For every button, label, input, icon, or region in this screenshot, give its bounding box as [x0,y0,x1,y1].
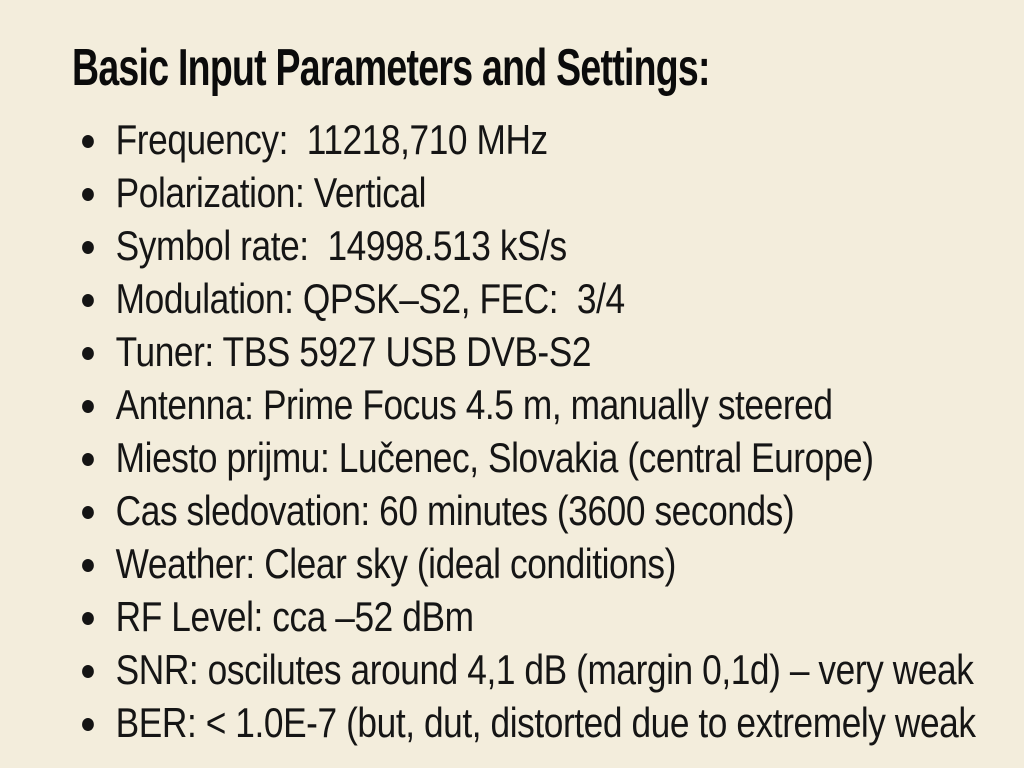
list-item: Frequency: 11218,710 MHz [72,114,872,167]
page-title: Basic Input Parameters and Settings: [72,39,711,97]
bullet-icon [82,665,94,678]
list-item: Weather: Clear sky (ideal conditions) [72,538,872,591]
bullet-icon [82,188,94,201]
list-item: Antenna: Prime Focus 4.5 m, manually ste… [72,379,872,432]
list-item-text: Antenna: Prime Focus 4.5 m, manually ste… [115,380,833,428]
bullet-icon [82,612,94,625]
bullet-list: Frequency: 11218,710 MHz Polarization: V… [72,114,1024,750]
list-item-text: BER: < 1.0E-7 (but, dut, distorted due t… [115,698,976,746]
bullet-icon [82,453,94,466]
list-item-text: SNR: oscilutes around 4,1 dB (margin 0,1… [115,645,974,693]
bullet-icon [82,559,94,572]
list-item-text: Cas sledovation: 60 minutes (3600 second… [115,486,795,534]
bullet-icon [82,294,94,307]
bullet-icon [82,400,94,413]
bullet-icon [82,135,94,148]
bullet-icon [82,347,94,360]
list-item: SNR: oscilutes around 4,1 dB (margin 0,1… [72,644,974,697]
list-item: BER: < 1.0E-7 (but, dut, distorted due t… [72,697,976,750]
list-item-text: Modulation: QPSK–S2, FEC: 3/4 [115,274,625,322]
list-item: Symbol rate: 14998.513 kS/s [72,220,872,273]
list-item: RF Level: cca –52 dBm [72,591,872,644]
list-item: Polarization: Vertical [72,167,872,220]
list-item-text: Weather: Clear sky (ideal conditions) [115,539,677,587]
list-item: Tuner: TBS 5927 USB DVB-S2 [72,326,872,379]
list-item-text: Miesto prijmu: Lučenec, Slovakia (centra… [115,433,874,481]
list-item-text: Polarization: Vertical [115,168,427,216]
bullet-icon [82,506,94,519]
list-item: Modulation: QPSK–S2, FEC: 3/4 [72,273,872,326]
list-item-text: Symbol rate: 14998.513 kS/s [115,221,567,269]
list-item: Miesto prijmu: Lučenec, Slovakia (centra… [72,432,874,485]
list-item-text: Tuner: TBS 5927 USB DVB-S2 [115,327,592,375]
bullet-icon [82,241,94,254]
bullet-icon [82,718,94,731]
list-item-text: RF Level: cca –52 dBm [115,592,474,640]
list-item: Cas sledovation: 60 minutes (3600 second… [72,485,872,538]
list-item-text: Frequency: 11218,710 MHz [115,115,548,163]
